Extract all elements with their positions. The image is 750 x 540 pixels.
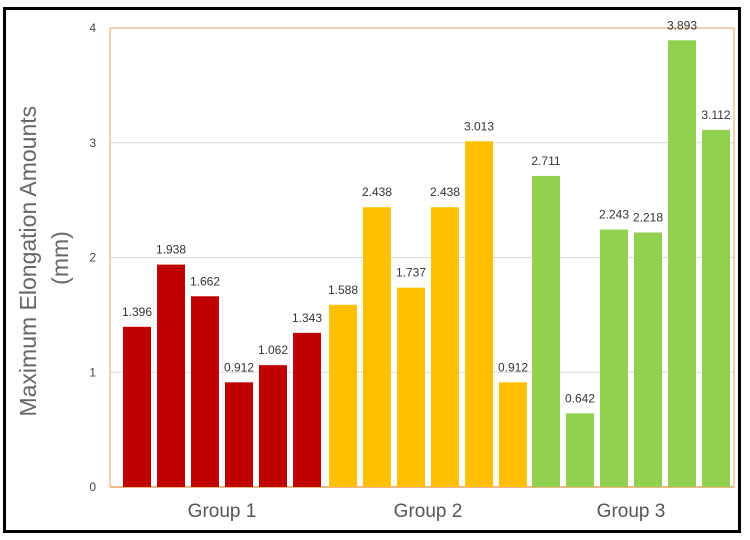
- bar: [123, 326, 151, 487]
- bar: [600, 229, 628, 487]
- y-tick-label: 3: [89, 136, 96, 150]
- bar: [532, 175, 560, 487]
- bar: [225, 382, 253, 487]
- category-label: Group 2: [394, 501, 463, 522]
- y-tick-label: 4: [89, 21, 96, 35]
- bar: [499, 382, 527, 487]
- data-label: 2.218: [633, 210, 663, 224]
- data-label: 2.438: [430, 185, 460, 199]
- bar: [397, 287, 425, 487]
- data-label: 3.013: [464, 119, 494, 133]
- y-tick-label: 0: [89, 480, 96, 494]
- data-label: 2.243: [599, 208, 629, 222]
- y-axis-title-line1: Maximum Elongation Amounts: [15, 106, 41, 417]
- data-label: 3.112: [701, 108, 730, 122]
- bar: [431, 207, 459, 487]
- data-label: 1.662: [190, 274, 220, 288]
- bar: [329, 304, 357, 487]
- bar: [191, 296, 219, 487]
- y-axis-title-line2: (mm): [47, 231, 73, 285]
- data-label: 1.343: [292, 311, 322, 325]
- bar: [465, 141, 493, 488]
- data-label: 0.912: [498, 360, 528, 374]
- data-labels: 1.396 1.938 1.662 0.912 1.062 1.343 1.588 2.438…: [122, 18, 731, 405]
- bar: [363, 207, 391, 487]
- bar: [293, 332, 321, 487]
- bar: [566, 413, 594, 487]
- data-label: 1.396: [122, 305, 152, 319]
- data-label: 2.438: [362, 185, 392, 199]
- bar: [634, 232, 662, 487]
- y-axis-title: Maximum Elongation Amounts (mm): [15, 99, 73, 416]
- data-label: 0.912: [224, 360, 254, 374]
- data-label: 1.588: [328, 283, 358, 297]
- category-label: Group 3: [597, 501, 666, 522]
- data-label: 1.737: [396, 266, 426, 280]
- data-label: 0.642: [565, 391, 595, 405]
- bar: [668, 40, 696, 487]
- category-labels: Group 1 Group 2 Group 3: [188, 501, 666, 522]
- category-label: Group 1: [188, 501, 257, 522]
- data-label: 3.893: [667, 18, 697, 32]
- y-tick-label: 2: [89, 251, 96, 265]
- y-tick-label: 1: [89, 365, 96, 379]
- y-axis-ticks: 0 1 2 3 4: [89, 21, 96, 494]
- data-label: 2.711: [531, 154, 560, 168]
- data-label: 1.938: [156, 243, 186, 257]
- bar: [157, 264, 185, 487]
- bars: [123, 40, 730, 488]
- bar: [702, 129, 730, 487]
- data-label: 1.062: [258, 343, 288, 357]
- bar: [259, 365, 287, 487]
